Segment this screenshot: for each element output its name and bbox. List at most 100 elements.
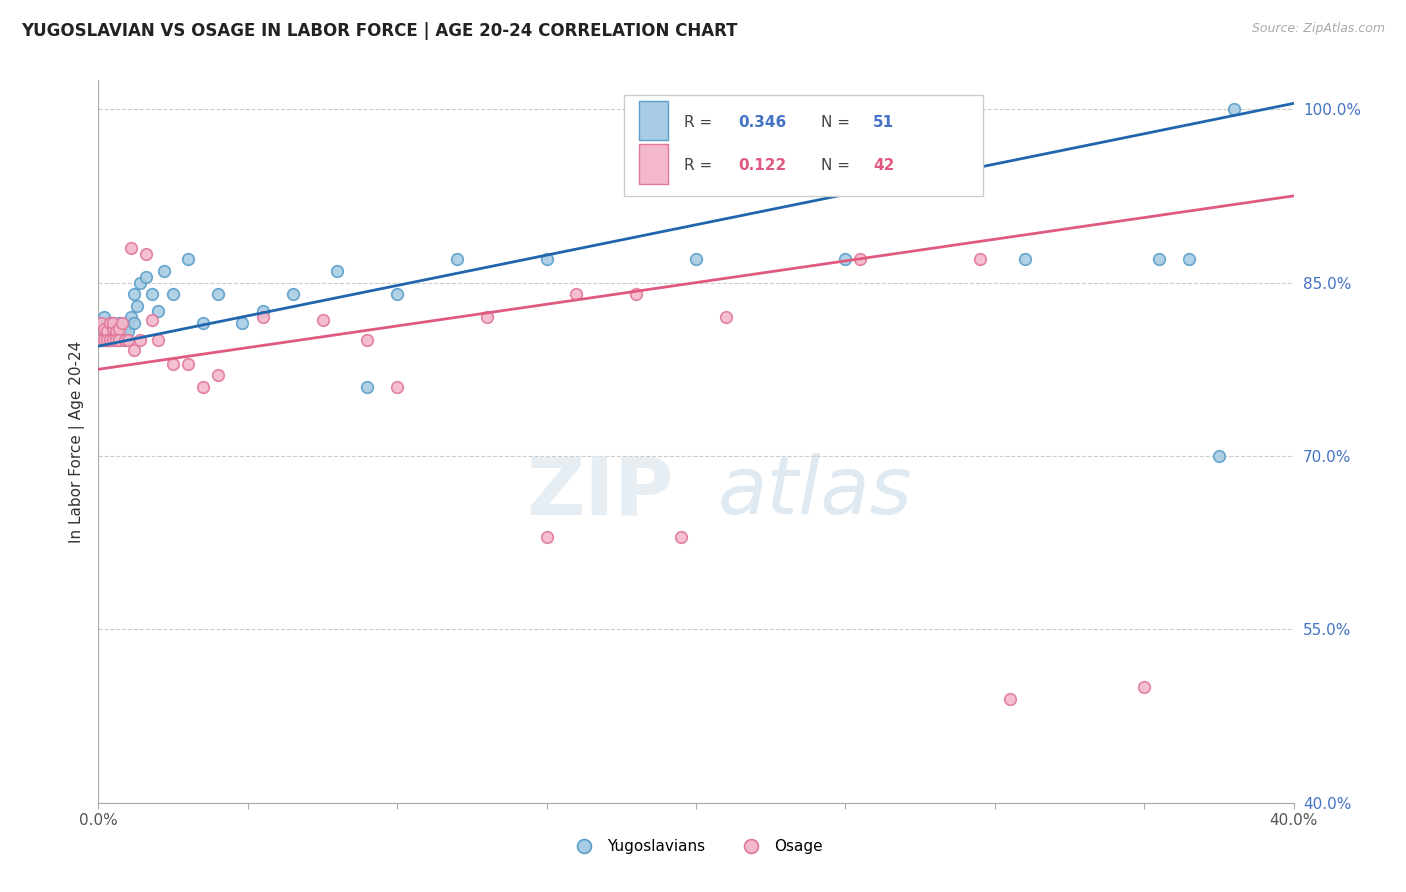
Bar xyxy=(638,101,668,140)
Point xyxy=(117,324,139,338)
Point xyxy=(103,334,125,348)
Point xyxy=(96,324,118,338)
Point xyxy=(114,322,136,336)
Text: N =: N = xyxy=(821,115,855,129)
Point xyxy=(111,319,134,334)
Point xyxy=(311,312,333,326)
Point xyxy=(356,379,378,393)
Text: ZIP: ZIP xyxy=(527,453,673,531)
Point xyxy=(191,316,214,330)
Text: N =: N = xyxy=(821,158,855,173)
Text: 42: 42 xyxy=(873,158,894,173)
Point xyxy=(385,287,409,301)
Point xyxy=(117,334,139,348)
Point xyxy=(93,322,115,336)
Point xyxy=(135,269,157,284)
Point xyxy=(669,530,692,544)
Point xyxy=(96,334,118,348)
Point xyxy=(98,316,122,330)
Point xyxy=(108,316,131,330)
Point xyxy=(714,310,737,325)
Point xyxy=(105,334,128,348)
Point xyxy=(103,316,125,330)
Point xyxy=(124,316,146,330)
Point xyxy=(536,530,558,544)
Point xyxy=(162,357,184,371)
Point xyxy=(207,368,229,382)
Point xyxy=(90,334,112,348)
Point xyxy=(385,379,409,393)
Point xyxy=(103,322,125,336)
Point xyxy=(108,334,131,348)
Point xyxy=(129,276,152,290)
Point xyxy=(103,327,125,342)
Point xyxy=(108,334,131,348)
Point xyxy=(98,334,122,348)
Point xyxy=(93,322,115,336)
Point xyxy=(98,322,122,336)
Point xyxy=(177,357,200,371)
Point xyxy=(93,310,115,325)
Point xyxy=(191,379,214,393)
Point xyxy=(177,252,200,267)
Point xyxy=(141,312,163,326)
Point xyxy=(114,334,136,348)
Text: R =: R = xyxy=(685,158,717,173)
Point xyxy=(849,252,872,267)
Point xyxy=(108,322,131,336)
Point xyxy=(93,334,115,348)
Point xyxy=(1208,449,1230,463)
Point xyxy=(536,252,558,267)
Point xyxy=(326,264,349,278)
Point xyxy=(96,334,118,348)
Text: R =: R = xyxy=(685,115,717,129)
Point xyxy=(446,252,468,267)
Point xyxy=(124,343,146,357)
Point xyxy=(148,304,170,318)
Point xyxy=(90,316,112,330)
Point xyxy=(1223,102,1246,116)
Point xyxy=(111,327,134,342)
Point xyxy=(685,252,707,267)
Point xyxy=(103,316,125,330)
Point xyxy=(834,252,856,267)
Point xyxy=(105,324,128,338)
Point xyxy=(98,316,122,330)
Point xyxy=(1147,252,1170,267)
Point xyxy=(96,334,118,348)
Text: Source: ZipAtlas.com: Source: ZipAtlas.com xyxy=(1251,22,1385,36)
Point xyxy=(626,287,648,301)
Point xyxy=(281,287,304,301)
Point xyxy=(148,334,170,348)
Point xyxy=(108,322,131,336)
Point xyxy=(1133,680,1156,694)
Y-axis label: In Labor Force | Age 20-24: In Labor Force | Age 20-24 xyxy=(69,341,84,542)
Text: 0.346: 0.346 xyxy=(738,115,786,129)
Text: 0.122: 0.122 xyxy=(738,158,786,173)
Point xyxy=(103,334,125,348)
Point xyxy=(120,241,142,255)
Point xyxy=(565,287,588,301)
Point xyxy=(124,287,146,301)
Point xyxy=(969,252,991,267)
Legend: Yugoslavians, Osage: Yugoslavians, Osage xyxy=(562,833,830,860)
Point xyxy=(356,334,378,348)
Point xyxy=(129,334,152,348)
Point xyxy=(207,287,229,301)
Point xyxy=(96,322,118,336)
Point xyxy=(98,334,122,348)
Point xyxy=(153,264,176,278)
Point xyxy=(998,691,1021,706)
Point xyxy=(135,246,157,260)
Point xyxy=(231,316,253,330)
FancyBboxPatch shape xyxy=(624,95,983,196)
Point xyxy=(1014,252,1036,267)
Point xyxy=(141,287,163,301)
Text: atlas: atlas xyxy=(718,453,912,531)
Point xyxy=(1178,252,1201,267)
Point xyxy=(117,316,139,330)
Point xyxy=(252,310,274,325)
Point xyxy=(114,334,136,348)
Point xyxy=(475,310,498,325)
Text: YUGOSLAVIAN VS OSAGE IN LABOR FORCE | AGE 20-24 CORRELATION CHART: YUGOSLAVIAN VS OSAGE IN LABOR FORCE | AG… xyxy=(21,22,738,40)
